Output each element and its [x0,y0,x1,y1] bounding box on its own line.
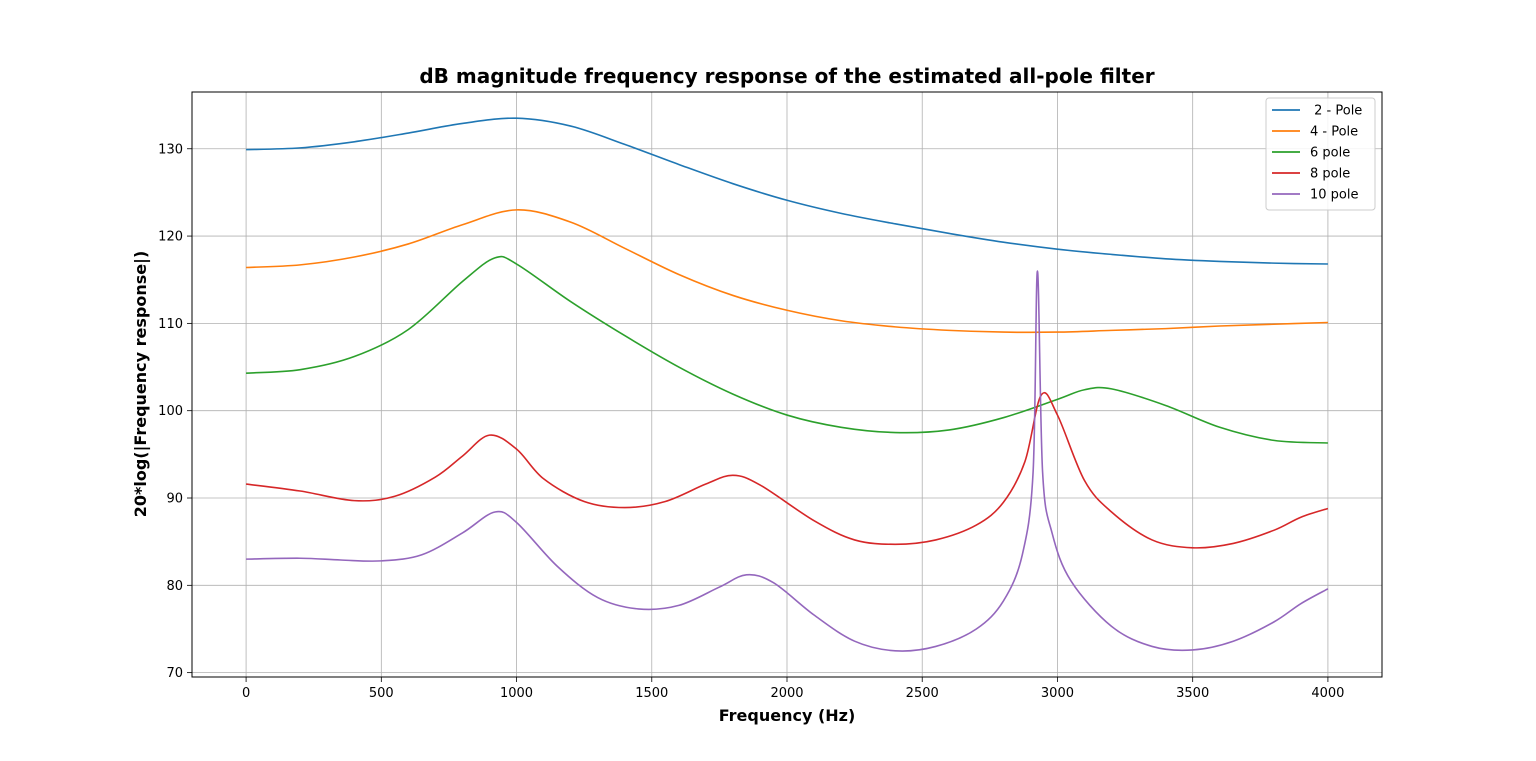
x-tick-label: 1000 [500,686,533,701]
x-tick-label: 500 [369,686,394,701]
series-line-5 [246,270,1329,652]
x-tick-label: 2000 [770,686,803,701]
series-line-2 [246,209,1328,334]
legend-label: 10 pole [1310,188,1359,203]
legend-box [1265,97,1376,211]
legend-label: 8 pole [1310,167,1350,182]
y-tick-label: 130 [158,142,183,157]
x-axis-title: Frequency (Hz) [719,706,856,725]
y-tick-label: 80 [166,579,183,594]
y-tick-label: 100 [158,404,183,419]
legend: 2 - Pole 4 - Pole 6 pole 8 pole 10 pole [1265,97,1376,211]
y-tick-label: 110 [158,317,183,332]
series-line-3 [246,255,1328,444]
x-tick-label: 0 [242,686,250,701]
series-line-4 [245,392,1329,549]
series-lines [245,117,1329,652]
legend-label: 4 - Pole [1310,125,1358,140]
axis-ticks: 0 500 1000 1500 2000 2500 3000 3500 4000 70 80 90 10… [158,142,1344,701]
x-tick-label: 2500 [906,686,939,701]
y-tick-label: 120 [158,230,183,245]
series-line-1 [246,117,1328,265]
y-tick-label: 70 [166,666,183,681]
legend-label: 2 - Pole [1310,104,1362,119]
x-tick-label: 4000 [1311,686,1344,701]
legend-label: 6 pole [1310,146,1350,161]
x-tick-label: 1500 [635,686,668,701]
y-axis-title: 20*log(|Frequency response|) [131,251,151,518]
y-tick-label: 90 [166,492,183,507]
chart-title: dB magnitude frequency response of the e… [419,64,1154,88]
x-tick-label: 3500 [1176,686,1209,701]
x-tick-label: 3000 [1041,686,1074,701]
